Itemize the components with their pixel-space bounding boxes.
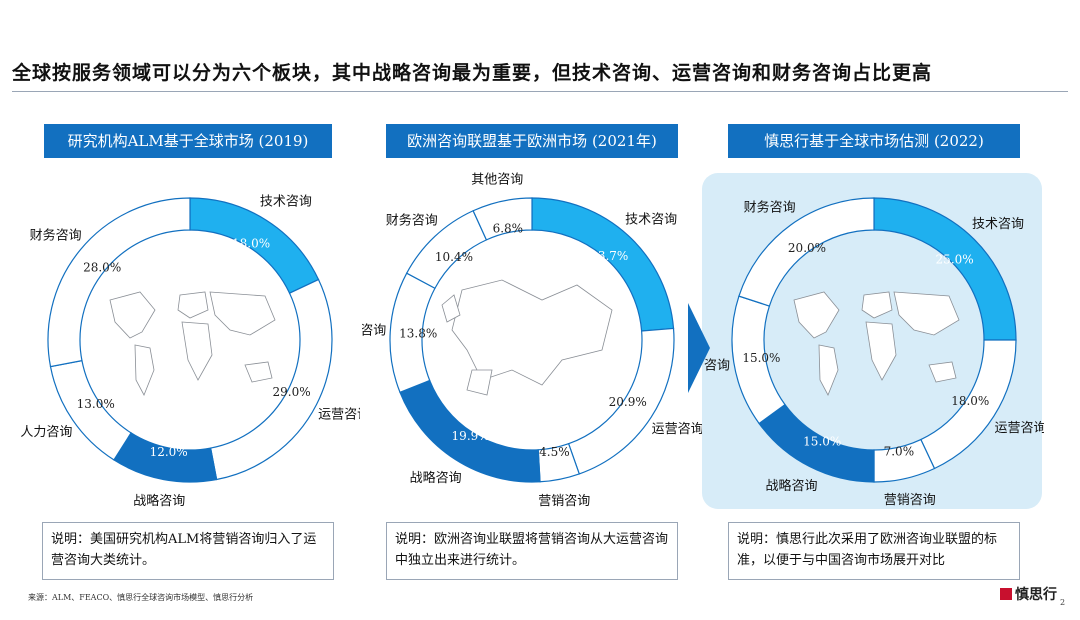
- slice-category-label: 营销咨询: [884, 493, 936, 508]
- slice-value-label: 12.0%: [150, 445, 188, 459]
- slice-value-label: 20.0%: [788, 241, 826, 255]
- donut-slice: [472, 197, 533, 241]
- logo-mark-icon: [1000, 588, 1012, 600]
- slice-value-label: 13.0%: [77, 397, 115, 411]
- slice-category-label: 营销咨询: [538, 494, 590, 509]
- slice-category-label: 人力咨询: [362, 324, 386, 339]
- brand-logo: 慎思行: [1000, 584, 1057, 604]
- world-map-icon: [793, 291, 960, 396]
- slice-category-label: 运营咨询: [994, 421, 1044, 436]
- page-number: 2: [1060, 598, 1066, 607]
- note-alm: 说明：美国研究机构ALM将营销咨询归入了运营咨询大类统计。: [42, 522, 334, 580]
- slice-value-label: 29.0%: [273, 385, 311, 399]
- note-feaco: 说明：欧洲咨询业联盟将营销咨询从大运营咨询中独立出来进行统计。: [386, 522, 678, 580]
- slice-category-label: 技术咨询: [625, 212, 677, 227]
- slice-category-label: 人力咨询: [704, 359, 730, 374]
- slice-value-label: 15.0%: [803, 435, 841, 449]
- slice-value-label: 28.0%: [83, 260, 121, 274]
- source-text: 来源：ALM、FEACO、慎思行全球咨询市场模型、慎思行分析: [28, 593, 254, 602]
- slice-value-label: 4.5%: [539, 445, 570, 459]
- page-headline: 全球按服务领域可以分为六个板块，其中战略咨询最为重要，但技术咨询、运营咨询和财务…: [12, 58, 1068, 92]
- slice-category-label: 技术咨询: [260, 195, 312, 210]
- slice-value-label: 25.0%: [936, 252, 974, 266]
- donut-chart-alm: 18.0% 技术咨询 29.0% 运营咨询 12.0% 战略咨询 13.0% 人力咨询 28.0…: [20, 195, 360, 510]
- slice-category-label: 其他咨询: [471, 173, 523, 188]
- slice-value-label: 18.0%: [232, 237, 270, 251]
- slice-category-label: 运营咨询: [318, 407, 360, 422]
- slice-category-label: 技术咨询: [972, 217, 1024, 232]
- slice-category-label: 战略咨询: [133, 493, 185, 509]
- slice-value-label: 23.7%: [590, 249, 628, 263]
- slice-category-label: 财务咨询: [744, 199, 796, 215]
- slice-category-label: 人力咨询: [20, 425, 72, 440]
- slice-value-label: 19.9%: [452, 429, 490, 443]
- world-map-icon: [109, 291, 276, 396]
- slice-value-label: 20.9%: [609, 395, 647, 409]
- slice-value-label: 13.8%: [399, 327, 437, 341]
- slice-category-label: 财务咨询: [30, 227, 82, 243]
- slice-value-label: 18.0%: [951, 394, 989, 408]
- donut-chart-feaco: 23.7% 技术咨询 20.9% 运营咨询 4.5% 营销咨询 19.9% 战略咨询 13.8%…: [362, 173, 702, 509]
- chart-title-feaco: 欧洲咨询联盟基于欧洲市场 (2021年): [386, 124, 678, 158]
- slice-category-label: 财务咨询: [386, 212, 438, 228]
- slice-category-label: 战略咨询: [766, 478, 818, 494]
- logo-text: 慎思行: [1015, 587, 1057, 603]
- donut-chart-shensixing: 25.0% 技术咨询 18.0% 运营咨询 7.0% 营销咨询 15.0% 战略咨询 15.0%…: [704, 197, 1044, 508]
- chart-title-shensixing: 慎思行基于全球市场估测 (2022): [728, 124, 1020, 158]
- slice-value-label: 15.0%: [742, 351, 780, 365]
- flow-arrow-icon: [688, 303, 710, 393]
- slice-category-label: 运营咨询: [652, 422, 702, 437]
- slice-category-label: 战略咨询: [410, 470, 462, 486]
- slice-value-label: 10.4%: [435, 250, 473, 264]
- slice-value-label: 6.8%: [493, 222, 524, 236]
- slice-value-label: 7.0%: [884, 444, 915, 458]
- donut-slice: [738, 197, 875, 307]
- chart-title-alm: 研究机构ALM基于全球市场 (2019): [44, 124, 332, 158]
- donut-slice: [47, 197, 191, 368]
- note-shensixing: 说明：慎思行此次采用了欧洲咨询业联盟的标准，以便于与中国咨询市场展开对比: [728, 522, 1020, 580]
- europe-map-icon: [441, 279, 613, 396]
